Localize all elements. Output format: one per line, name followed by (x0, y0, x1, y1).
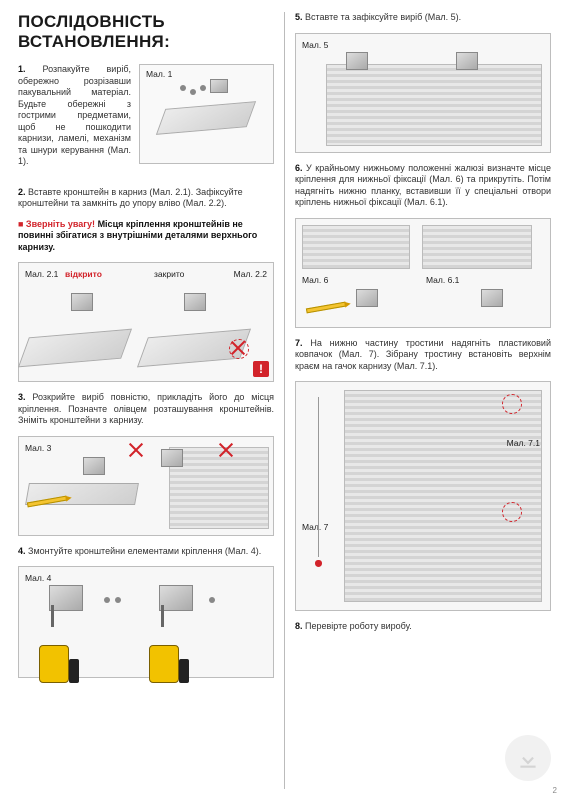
x-mark-3a (129, 443, 143, 457)
wand-cord (318, 397, 319, 557)
step1-num: 1. (18, 64, 26, 74)
figure-4: Мал. 4 (18, 566, 274, 678)
step5: 5. Вставте та зафіксуйте виріб (Мал. 5). (295, 12, 551, 24)
step6-num: 6. (295, 163, 303, 173)
tray-graphic (156, 101, 256, 135)
exclamation-icon: ! (253, 361, 269, 377)
step4-text: Змонтуйте кронштейни елементами кріпленн… (28, 546, 261, 556)
screw-icon (180, 85, 186, 91)
step1-row: 1. Розпакуйте виріб, обережно розрізавши… (18, 64, 274, 177)
watermark-icon (505, 735, 551, 781)
blinds-6b (422, 225, 532, 269)
right-column: 5. Вставте та зафіксуйте виріб (Мал. 5).… (285, 12, 551, 789)
open-label: відкрито (65, 269, 102, 279)
step2: 2. Вставте кронштейн в карниз (Мал. 2.1)… (18, 187, 274, 210)
step7-text: На нижню частину тростини надягніть плас… (295, 338, 551, 371)
step8-num: 8. (295, 621, 303, 631)
bracket-4a (49, 585, 83, 611)
figure-6: Мал. 6 Мал. 6.1 (295, 218, 551, 328)
screw-icon (190, 89, 196, 95)
step1: 1. Розпакуйте виріб, обережно розрізавши… (18, 64, 131, 168)
page: ПОСЛІДОВНІСТЬ ВСТАНОВЛЕННЯ: 1. Розпакуйт… (0, 0, 565, 799)
step1-text: Розпакуйте виріб, обережно розрізавши па… (18, 64, 131, 166)
pencil-6 (306, 301, 346, 313)
wand-tip-icon (315, 560, 322, 567)
step2-num: 2. (18, 187, 26, 197)
blinds-7 (344, 390, 542, 602)
fig6-label: Мал. 6 (302, 275, 328, 285)
detail-7a (502, 394, 522, 414)
fig4-label: Мал. 4 (25, 573, 51, 583)
screw-4b (115, 597, 121, 603)
page-title: ПОСЛІДОВНІСТЬ ВСТАНОВЛЕННЯ: (18, 12, 274, 52)
step8: 8. Перевірте роботу виробу. (295, 621, 551, 633)
step7: 7. На нижню частину тростини надягніть п… (295, 338, 551, 373)
step3: 3. Розкрийте виріб повністю, прикладіть … (18, 392, 274, 427)
fig3-label: Мал. 3 (25, 443, 51, 453)
fig61-label: Мал. 6.1 (426, 275, 459, 285)
figure-2: Мал. 2.1 відкрито закрито Мал. 2.2 ! (18, 262, 274, 382)
step6: 6. У крайньому нижньому положенні жалюзі… (295, 163, 551, 209)
clip-6b (481, 289, 503, 307)
screw-4a (104, 597, 110, 603)
blinds-6a (302, 225, 410, 269)
screw-icon (200, 85, 206, 91)
fig22-label: Мал. 2.2 (234, 269, 267, 279)
warning-icon: ■ Зверніть увагу! (18, 219, 95, 229)
fig71-label: Мал. 7.1 (507, 438, 540, 448)
bracket-5b (456, 52, 478, 70)
figure-5: Мал. 5 (295, 33, 551, 153)
blinds-3 (169, 447, 269, 529)
step5-num: 5. (295, 12, 303, 22)
bracket-open (71, 293, 93, 311)
closed-label: закрито (154, 269, 184, 279)
clip-6a (356, 289, 378, 307)
x-mark-3b (219, 443, 233, 457)
bracket-icon (210, 79, 228, 93)
fig21-label: Мал. 2.1 (25, 269, 58, 279)
step6-text: У крайньому нижньому положенні жалюзі ви… (295, 163, 551, 208)
x-mark-icon (231, 341, 245, 355)
screw-4c (209, 597, 215, 603)
step7-num: 7. (295, 338, 303, 348)
step4: 4. Змонтуйте кронштейни елементами кріпл… (18, 546, 274, 558)
figure-7: Мал. 7 Мал. 7.1 (295, 381, 551, 611)
bracket-closed (184, 293, 206, 311)
drill-icon-right (149, 623, 191, 683)
warning: ■ Зверніть увагу! Місця кріплення кроншт… (18, 219, 274, 254)
step8-text: Перевірте роботу виробу. (305, 621, 412, 631)
bracket-3a (83, 457, 105, 475)
step5-text: Вставте та зафіксуйте виріб (Мал. 5). (305, 12, 461, 22)
fig1-label: Мал. 1 (146, 69, 172, 79)
figure-1: Мал. 1 (139, 64, 274, 164)
step3-num: 3. (18, 392, 26, 402)
page-number: 2 (553, 786, 557, 795)
fig7-label: Мал. 7 (302, 522, 328, 532)
bracket-5a (346, 52, 368, 70)
bracket-4b (159, 585, 193, 611)
fig5-label: Мал. 5 (302, 40, 328, 50)
figure-3: Мал. 3 (18, 436, 274, 536)
step3-text: Розкрийте виріб повністю, прикладіть йог… (18, 392, 274, 425)
rail-left (18, 329, 132, 368)
bracket-3b (161, 449, 183, 467)
left-column: ПОСЛІДОВНІСТЬ ВСТАНОВЛЕННЯ: 1. Розпакуйт… (18, 12, 284, 789)
detail-7b (502, 502, 522, 522)
step2-text: Вставте кронштейн в карниз (Мал. 2.1). З… (18, 187, 243, 209)
drill-icon-left (39, 623, 81, 683)
step4-num: 4. (18, 546, 26, 556)
blinds-5 (326, 64, 542, 146)
